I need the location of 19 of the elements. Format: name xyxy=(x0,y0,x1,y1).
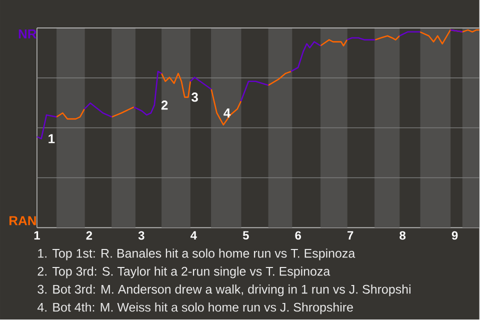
x-tick-label: 8 xyxy=(400,231,406,240)
annotation: 3 xyxy=(191,92,198,102)
text: 1. Top 1st: R. Banales hit a solo home run vs T. Espinoza xyxy=(38,248,356,260)
x-tick-label: 5 xyxy=(242,231,249,240)
annotation: 2 xyxy=(161,100,168,110)
x-tick-label: 4 xyxy=(190,231,197,240)
annotation: 4 xyxy=(224,108,231,118)
x-tick-label: 2 xyxy=(86,231,92,240)
annotation: 1 xyxy=(48,134,55,144)
text: 2. Top 3rd: S. Taylor hit a 2-run single vs T. Espinoza xyxy=(38,266,330,278)
x-tick-label: 3 xyxy=(138,231,144,240)
text: NR xyxy=(18,30,36,39)
text: 4. Bot 4th: M. Weiss hit a solo home run vs J. Shropshire xyxy=(37,302,353,314)
x-tick-label: 9 xyxy=(452,231,458,240)
text: 3. Bot 3rd: M. Anderson drew a walk, driving in 1 run vs J. Shropshi xyxy=(38,284,410,296)
x-tick-label: 7 xyxy=(348,231,354,240)
x-tick-label: 6 xyxy=(295,231,302,240)
text: RAN xyxy=(9,216,36,226)
x-tick-label: 1 xyxy=(34,231,40,240)
